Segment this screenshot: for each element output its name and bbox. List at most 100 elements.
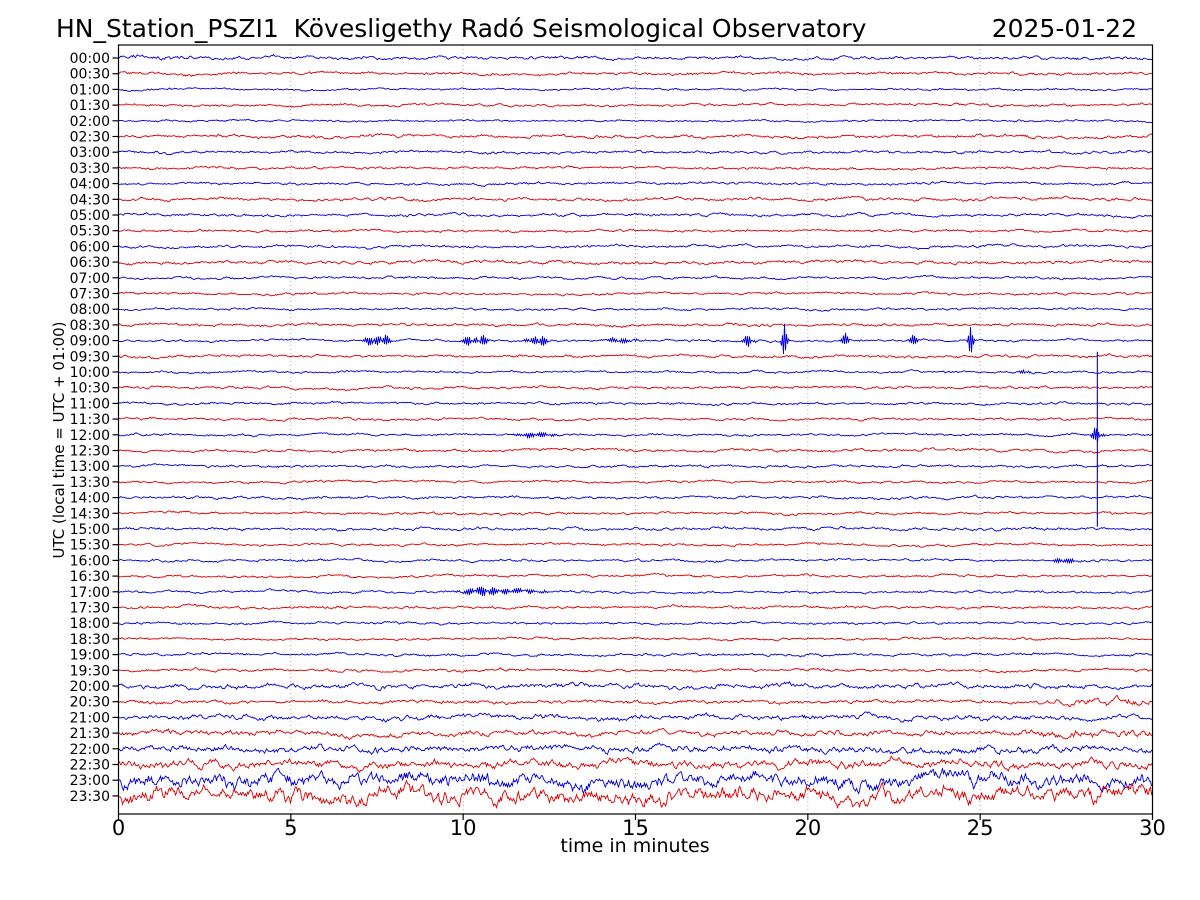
trace-17:00	[118, 586, 1153, 596]
y-tick-label: 17:00	[70, 585, 110, 601]
trace-19:30	[118, 667, 1153, 674]
y-tick-label: 03:30	[70, 161, 110, 177]
y-tick-label: 05:30	[70, 224, 110, 240]
y-tick-label: 12:00	[70, 428, 110, 444]
trace-04:30	[118, 195, 1153, 203]
trace-14:00	[118, 494, 1153, 501]
y-tick-label: 16:30	[70, 569, 110, 585]
trace-02:00	[118, 118, 1153, 124]
trace-05:30	[118, 228, 1153, 234]
trace-04:00	[118, 180, 1153, 188]
trace-layer	[118, 53, 1153, 810]
y-tick-label: 12:30	[70, 444, 110, 460]
y-tick-label: 23:30	[70, 789, 110, 805]
y-tick-label: 02:00	[70, 114, 110, 130]
y-tick-label: 14:30	[70, 506, 110, 522]
y-tick-label: 06:30	[70, 255, 110, 271]
x-tick-label: 10	[450, 816, 477, 840]
y-tick-label: 11:30	[70, 412, 110, 428]
x-tick-label: 15	[622, 816, 649, 840]
y-tick-label: 08:30	[70, 318, 110, 334]
trace-10:30	[118, 384, 1153, 392]
y-tick-label: 00:30	[70, 67, 110, 83]
y-tick-label: 20:00	[70, 679, 110, 695]
y-tick-label: 05:00	[70, 208, 110, 224]
trace-16:00	[118, 557, 1153, 565]
y-tick-label: 22:30	[70, 758, 110, 774]
trace-06:00	[118, 243, 1153, 251]
x-tick-label: 5	[284, 816, 297, 840]
y-tick-label: 22:00	[70, 742, 110, 758]
x-axis-label: time in minutes	[560, 835, 709, 857]
observatory-title: Kövesligethy Radó Seismological Observat…	[294, 14, 867, 43]
trace-22:30	[118, 755, 1153, 774]
trace-07:30	[118, 290, 1153, 297]
trace-06:30	[118, 258, 1153, 266]
y-tick-label: 02:30	[70, 130, 110, 146]
trace-03:30	[118, 165, 1153, 171]
station-label: HN_Station_PSZI1	[56, 14, 279, 43]
y-tick-label: 10:00	[70, 365, 110, 381]
y-tick-label: 09:30	[70, 349, 110, 365]
y-tick-label: 06:00	[70, 239, 110, 255]
trace-15:30	[118, 541, 1153, 548]
y-tick-label: 11:00	[70, 396, 110, 412]
trace-19:00	[118, 651, 1153, 658]
y-tick-label: 07:30	[70, 287, 110, 303]
y-tick-label: 10:30	[70, 381, 110, 397]
date-label: 2025-01-22	[992, 14, 1137, 43]
trace-10:00	[118, 368, 1153, 375]
trace-03:00	[118, 149, 1153, 156]
trace-09:00	[118, 323, 1153, 355]
trace-07:00	[118, 274, 1153, 281]
trace-00:00	[118, 53, 1153, 62]
y-tick-label: 03:00	[70, 145, 110, 161]
y-tick-label: 19:30	[70, 663, 110, 679]
trace-23:30	[118, 779, 1153, 810]
trace-20:00	[118, 680, 1153, 692]
y-tick-label: 04:00	[70, 177, 110, 193]
x-tick-label: 0	[112, 816, 125, 840]
y-tick-label: 00:00	[70, 51, 110, 67]
trace-13:30	[118, 479, 1153, 485]
trace-23:00	[118, 767, 1153, 795]
x-tick-label: 25	[967, 816, 994, 840]
trace-15:00	[118, 525, 1153, 532]
trace-01:00	[118, 87, 1153, 93]
trace-08:00	[118, 306, 1153, 312]
y-tick-label: 17:30	[70, 601, 110, 617]
y-tick-label: 18:00	[70, 616, 110, 632]
trace-18:30	[118, 636, 1153, 642]
y-tick-label: 15:00	[70, 522, 110, 538]
trace-00:30	[118, 70, 1153, 77]
trace-17:30	[118, 603, 1153, 610]
trace-13:00	[118, 462, 1153, 469]
trace-11:00	[118, 400, 1153, 407]
trace-11:30	[118, 416, 1153, 422]
y-tick-label: 18:30	[70, 632, 110, 648]
y-tick-label: 23:00	[70, 773, 110, 789]
x-tick-label: 20	[794, 816, 821, 840]
y-axis-label: UTC (local time = UTC + 01:00)	[50, 322, 68, 559]
trace-21:00	[118, 711, 1153, 723]
y-tick-label: 16:00	[70, 553, 110, 569]
y-tick-label: 15:30	[70, 538, 110, 554]
axis-layer: 0 5 10 15 20 25 30 00:0000:3001:0001:3002:0002:…	[70, 44, 1166, 840]
grid-layer	[290, 45, 981, 814]
y-tick-label: 14:00	[70, 491, 110, 507]
trace-14:30	[118, 510, 1153, 517]
y-tick-label: 08:00	[70, 302, 110, 318]
trace-21:30	[118, 728, 1153, 741]
trace-05:00	[118, 211, 1153, 219]
trace-18:00	[118, 620, 1153, 626]
y-tick-label: 20:30	[70, 695, 110, 711]
trace-01:30	[118, 102, 1153, 108]
x-tick-label: 30	[1139, 816, 1166, 840]
trace-16:30	[118, 572, 1153, 579]
trace-08:30	[118, 322, 1153, 328]
y-tick-label: 21:00	[70, 710, 110, 726]
y-tick-label: 09:00	[70, 334, 110, 350]
y-tick-label: 19:00	[70, 648, 110, 664]
